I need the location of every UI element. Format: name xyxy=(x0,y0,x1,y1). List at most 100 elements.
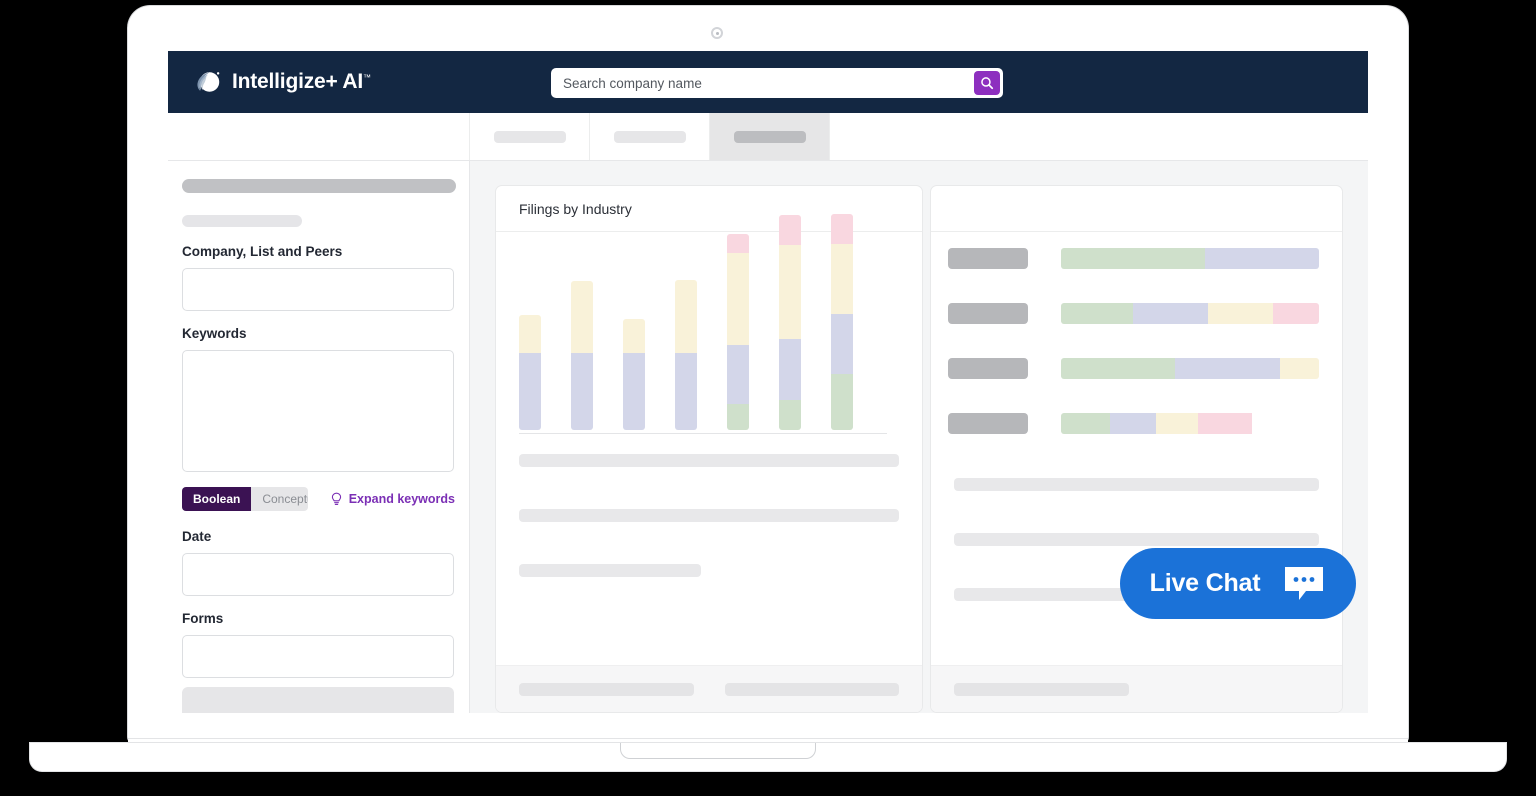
laptop-hinge xyxy=(128,738,1408,745)
hbar-segment-pink xyxy=(1272,303,1319,324)
expand-keywords-link[interactable]: Expand keywords xyxy=(330,492,455,507)
chart-bar-segment-cream xyxy=(675,279,697,353)
laptop-trackpad-notch xyxy=(620,743,816,759)
card-header: Filings by Industry xyxy=(496,186,922,232)
page-title: Filings by Industry xyxy=(519,200,632,217)
brand-name-text: Intelligize+ AI xyxy=(232,70,363,93)
chart-bar[interactable] xyxy=(831,214,853,430)
hbar-segment-lavender xyxy=(1174,358,1281,379)
hbar-segment-pink xyxy=(1197,413,1252,434)
company-field-label: Company, List and Peers xyxy=(182,244,343,259)
brand[interactable]: Intelligize+ AI™ xyxy=(193,67,371,97)
lexis-swirl-logo-icon xyxy=(197,72,220,92)
tab-3-label-skeleton xyxy=(733,130,806,143)
hbar-row xyxy=(948,303,1319,324)
chart-bar-segment-lavender xyxy=(675,352,697,430)
hbar-segment-green xyxy=(1061,248,1206,269)
chart-bar-segment-lavender xyxy=(623,352,645,430)
hbar-track[interactable] xyxy=(1061,248,1319,269)
screen-viewport: Intelligize+ AI™ xyxy=(168,51,1368,713)
keyword-mode-row: Boolean Conceptual Expand keywords xyxy=(182,487,455,511)
chart-bar[interactable] xyxy=(675,279,697,430)
forms-field-input[interactable] xyxy=(182,635,454,678)
hbar-segment-green xyxy=(1061,358,1175,379)
tab-2[interactable] xyxy=(590,113,710,160)
chart-axis-line xyxy=(519,433,887,434)
right-card-footer xyxy=(931,665,1342,712)
app-body: Company, List and Peers Keywords Boolean… xyxy=(168,161,1368,713)
footer-skeleton xyxy=(954,682,1129,696)
industry-breakdown-card xyxy=(930,185,1343,713)
chart-bar-segment-cream xyxy=(571,280,593,353)
chart-bar-segment-lavender xyxy=(831,314,853,374)
skeleton-row xyxy=(519,454,899,467)
hbar-segment-cream xyxy=(1280,358,1319,379)
hbar-segment-lavender xyxy=(1110,413,1157,434)
sidebar-title-skeleton xyxy=(182,179,456,193)
mode-option-boolean[interactable]: Boolean xyxy=(182,487,252,511)
chart-bar-segment-pink xyxy=(727,234,749,253)
hbar-track[interactable] xyxy=(1061,358,1319,379)
filings-by-industry-card: Filings by Industry xyxy=(495,185,923,713)
hbar-row xyxy=(948,413,1319,434)
chart-bar-segment-lavender xyxy=(727,344,749,405)
chat-bubble-icon xyxy=(1285,566,1324,600)
search-button[interactable] xyxy=(974,71,1000,95)
tab-1[interactable] xyxy=(470,113,590,160)
right-card-skeleton-rows xyxy=(931,478,1342,601)
search-input[interactable] xyxy=(551,68,974,98)
hbar-segment-cream xyxy=(1156,413,1198,434)
chart-bar[interactable] xyxy=(571,280,593,430)
left-card-footer xyxy=(496,665,922,712)
chart-bar-segment-cream xyxy=(779,244,801,339)
chart-bar-segment-lavender xyxy=(779,338,801,401)
hbar-row xyxy=(948,248,1319,269)
brand-trademark: ™ xyxy=(363,73,371,82)
chart-bar[interactable] xyxy=(519,315,541,430)
forms-field-label: Forms xyxy=(182,611,224,626)
chart-bar[interactable] xyxy=(623,319,645,430)
keywords-field-label: Keywords xyxy=(182,326,247,341)
webcam-icon xyxy=(711,27,723,39)
sidebar-action-button-skeleton[interactable] xyxy=(182,687,454,713)
company-field-input[interactable] xyxy=(182,268,454,311)
tab-3[interactable] xyxy=(710,113,830,160)
footer-skeleton xyxy=(519,682,694,696)
chart-bar-segment-lavender xyxy=(519,352,541,430)
hbar-row-label-skeleton xyxy=(948,413,1028,434)
mode-option-conceptual[interactable]: Conceptual xyxy=(251,487,308,511)
expand-keywords-label: Expand keywords xyxy=(348,492,455,506)
hbar-row-label-skeleton xyxy=(948,303,1028,324)
app-header: Intelligize+ AI™ xyxy=(168,51,1368,113)
chart-bars xyxy=(519,214,853,430)
chart-bar-segment-lavender xyxy=(571,352,593,430)
hbar-segment-green xyxy=(1061,413,1111,434)
footer-skeleton xyxy=(724,682,899,696)
chart-bar-segment-pink xyxy=(831,214,853,244)
date-field-input[interactable] xyxy=(182,553,454,596)
hbar-row-label-skeleton xyxy=(948,358,1028,379)
hbar-segment-cream xyxy=(1208,303,1273,324)
chart-bar[interactable] xyxy=(727,234,749,430)
horizontal-stacked-bar-chart xyxy=(931,232,1342,478)
main-content: Filings by Industry xyxy=(470,161,1368,713)
search-bar xyxy=(551,68,1003,98)
skeleton-row xyxy=(954,588,1130,601)
tab-1-label-skeleton xyxy=(493,130,566,143)
live-chat-label: Live Chat xyxy=(1149,569,1261,597)
brand-name: Intelligize+ AI™ xyxy=(232,70,371,94)
date-field-label: Date xyxy=(182,529,212,544)
vertical-stacked-bar-chart xyxy=(496,214,922,454)
skeleton-row xyxy=(519,564,702,577)
hbar-segment-green xyxy=(1061,303,1134,324)
chart-bar[interactable] xyxy=(779,215,801,430)
sidebar-subtitle-skeleton xyxy=(182,215,302,227)
hbar-track[interactable] xyxy=(1061,413,1319,434)
search-icon xyxy=(981,77,994,90)
left-card-skeleton-rows xyxy=(496,454,922,577)
keywords-field-input[interactable] xyxy=(182,350,454,472)
chart-bar-segment-cream xyxy=(727,252,749,345)
live-chat-button[interactable]: Live Chat xyxy=(1120,548,1356,619)
hbar-track[interactable] xyxy=(1061,303,1319,324)
tab-2-label-skeleton xyxy=(613,130,686,143)
